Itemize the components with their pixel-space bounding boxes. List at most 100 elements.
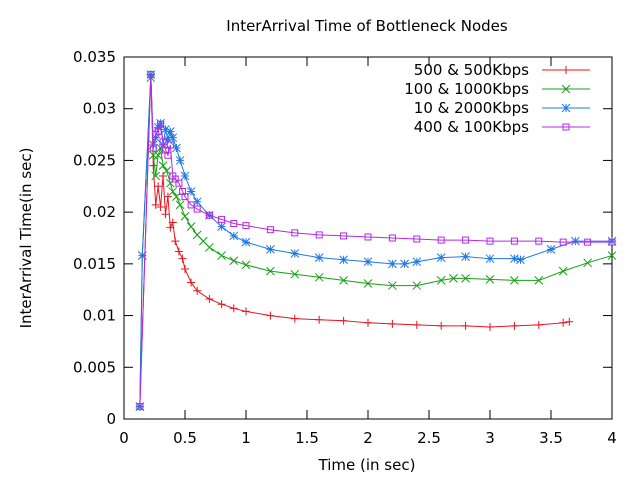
data-point bbox=[314, 253, 324, 263]
data-point bbox=[363, 257, 373, 267]
series-line bbox=[139, 74, 612, 407]
data-point bbox=[266, 311, 275, 320]
legend-label: 400 & 100Kbps bbox=[414, 118, 529, 136]
data-point bbox=[290, 314, 299, 323]
data-point bbox=[229, 256, 239, 266]
data-point bbox=[151, 171, 161, 181]
x-axis: 0 0.5 1 1.5 2 2.5 3 3.5 4 bbox=[119, 57, 617, 447]
x-tick-label: 3.5 bbox=[539, 429, 563, 447]
data-point bbox=[174, 247, 183, 256]
data-point bbox=[166, 223, 175, 232]
y-tick-label: 0.005 bbox=[73, 358, 116, 376]
data-point bbox=[462, 236, 470, 244]
data-point bbox=[339, 255, 348, 265]
data-point bbox=[510, 276, 519, 285]
data-point bbox=[166, 141, 174, 149]
data-point bbox=[156, 202, 165, 211]
data-point bbox=[229, 231, 239, 241]
data-point bbox=[187, 201, 195, 209]
data-point bbox=[193, 205, 201, 213]
data-point bbox=[583, 258, 592, 268]
series-4 bbox=[136, 71, 616, 411]
x-tick-label: 3 bbox=[485, 429, 495, 447]
data-point bbox=[205, 211, 213, 219]
data-point bbox=[339, 316, 348, 325]
data-point bbox=[136, 403, 144, 411]
data-point bbox=[180, 171, 190, 181]
data-point bbox=[485, 254, 495, 264]
data-point bbox=[413, 235, 421, 243]
legend-item: 100 & 1000Kbps bbox=[404, 80, 590, 98]
data-point bbox=[175, 179, 183, 187]
data-point bbox=[163, 135, 173, 145]
data-point bbox=[159, 138, 167, 146]
data-point bbox=[229, 304, 238, 313]
data-point bbox=[339, 276, 348, 285]
data-point bbox=[171, 175, 179, 183]
data-point bbox=[161, 125, 170, 134]
data-point bbox=[565, 317, 574, 326]
data-point bbox=[147, 71, 155, 79]
x-tick-label: 0.5 bbox=[173, 429, 197, 447]
data-point bbox=[449, 273, 458, 283]
data-point bbox=[157, 120, 165, 128]
data-point bbox=[535, 237, 543, 245]
data-point bbox=[179, 187, 187, 195]
data-point bbox=[437, 321, 446, 330]
x-tick-label: 2 bbox=[363, 429, 373, 447]
data-point bbox=[166, 178, 175, 188]
data-point bbox=[193, 286, 202, 295]
data-point bbox=[388, 259, 397, 269]
legend-label: 100 & 1000Kbps bbox=[404, 80, 529, 98]
y-tick-label: 0.03 bbox=[83, 100, 116, 118]
data-point bbox=[412, 281, 422, 290]
data-point bbox=[363, 279, 373, 288]
data-point bbox=[175, 156, 185, 165]
data-point bbox=[187, 278, 196, 287]
x-axis-label: Time (in sec) bbox=[318, 456, 416, 474]
data-point bbox=[486, 322, 494, 331]
data-point bbox=[364, 318, 372, 327]
data-point bbox=[608, 238, 616, 246]
data-point bbox=[241, 237, 251, 247]
data-point bbox=[534, 276, 544, 285]
data-point bbox=[156, 118, 165, 128]
data-point bbox=[172, 143, 181, 153]
data-point bbox=[168, 187, 178, 196]
data-point bbox=[559, 318, 568, 327]
data-point bbox=[135, 402, 145, 411]
y-tick-label: 0.025 bbox=[73, 151, 116, 169]
series-line bbox=[139, 77, 613, 407]
data-point bbox=[340, 232, 348, 240]
data-point bbox=[149, 144, 157, 152]
x-tick-label: 1 bbox=[241, 429, 251, 447]
legend-item: 10 & 2000Kbps bbox=[414, 99, 590, 117]
x-tick-label: 2.5 bbox=[417, 429, 441, 447]
y-tick-label: 0.01 bbox=[83, 307, 116, 325]
data-point bbox=[510, 321, 519, 330]
data-point bbox=[461, 252, 470, 261]
data-point bbox=[178, 254, 187, 263]
data-point bbox=[205, 242, 214, 252]
data-point bbox=[168, 133, 178, 143]
data-point bbox=[137, 251, 147, 260]
data-point bbox=[290, 249, 300, 258]
legend-item: 500 & 500Kbps bbox=[414, 61, 590, 79]
data-point bbox=[230, 220, 238, 228]
legend-marker bbox=[561, 103, 571, 113]
data-point bbox=[510, 237, 518, 245]
data-point bbox=[186, 222, 196, 231]
data-point bbox=[161, 210, 170, 219]
data-point bbox=[510, 254, 519, 264]
data-point bbox=[158, 161, 168, 170]
data-point bbox=[486, 237, 494, 245]
data-point bbox=[266, 245, 275, 254]
data-point bbox=[242, 307, 250, 316]
data-point bbox=[461, 321, 470, 330]
legend-label: 500 & 500Kbps bbox=[414, 61, 529, 79]
x-tick-label: 0 bbox=[119, 429, 129, 447]
data-point bbox=[181, 265, 189, 274]
data-point bbox=[436, 253, 446, 263]
y-tick-label: 0.015 bbox=[73, 255, 116, 273]
